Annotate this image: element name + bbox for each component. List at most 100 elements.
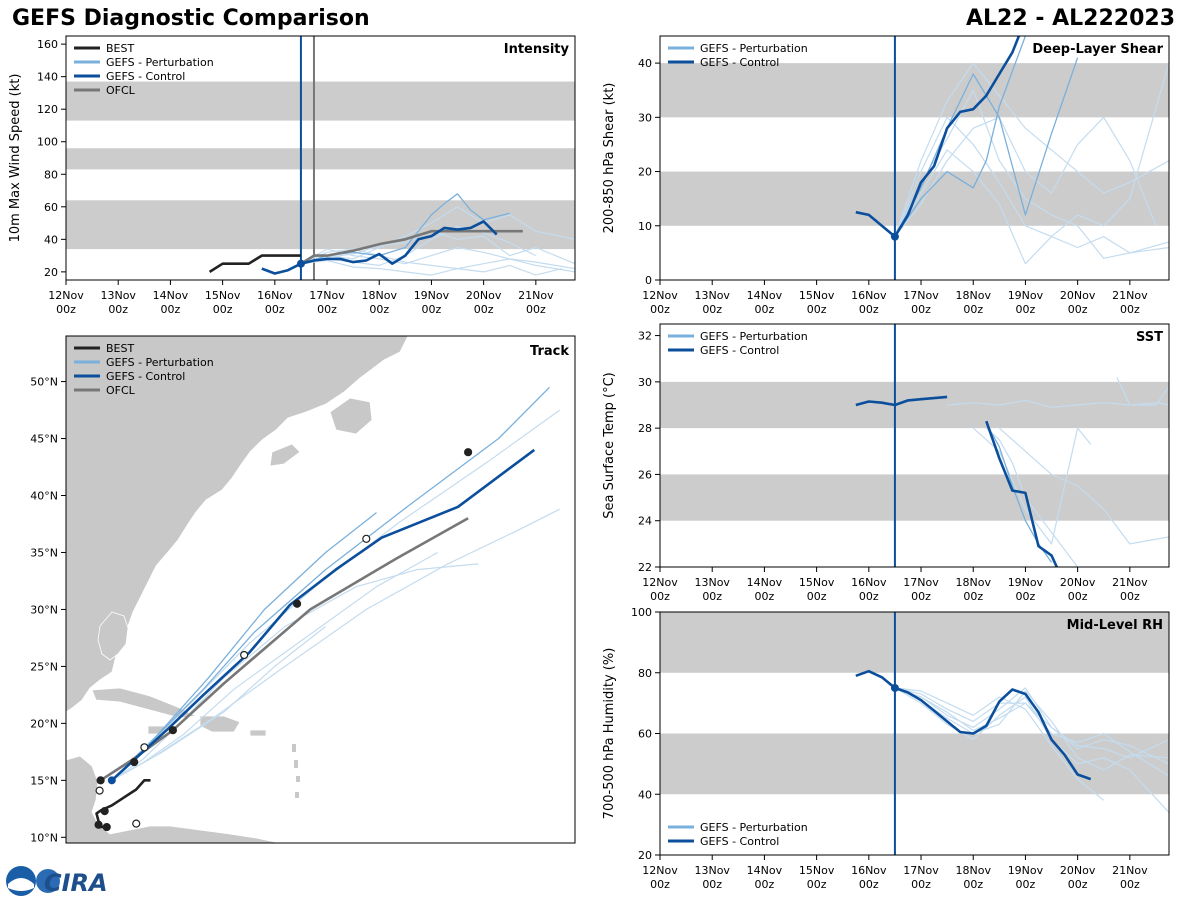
legend-label-pert: GEFS - Perturbation bbox=[700, 330, 808, 343]
x-tick-label: 13Nov bbox=[694, 289, 730, 302]
x-tick-label: 00z bbox=[1068, 303, 1088, 316]
track-line-pert_light bbox=[111, 626, 326, 781]
plot-frame bbox=[65, 35, 576, 281]
x-tick-label: 00z bbox=[161, 303, 181, 316]
x-tick-label: 00z bbox=[963, 878, 983, 891]
y-tick-label: 15°N bbox=[30, 774, 58, 787]
sst-panel: 22242628303212Nov00z13Nov00z14Nov00z15No… bbox=[602, 323, 1170, 603]
x-tick-label: 00z bbox=[859, 590, 879, 603]
shear-panel: 01020304012Nov00z13Nov00z14Nov00z15Nov00… bbox=[602, 35, 1170, 316]
x-tick-label: 00z bbox=[1120, 878, 1140, 891]
track-point bbox=[95, 786, 104, 795]
x-tick-label: 00z bbox=[807, 303, 827, 316]
track-point bbox=[168, 726, 177, 735]
plot-frame bbox=[659, 35, 1170, 281]
x-tick-label: 17Nov bbox=[903, 289, 939, 302]
x-tick-label: 00z bbox=[911, 303, 931, 316]
legend-label-ofcl: OFCL bbox=[106, 84, 136, 97]
x-tick-label: 00z bbox=[911, 878, 931, 891]
y-tick-label: 20 bbox=[44, 266, 58, 279]
series-line-pert_light bbox=[300, 206, 575, 265]
track-point bbox=[132, 819, 141, 828]
panel-title: SST bbox=[1136, 330, 1163, 345]
legend-label-control: GEFS - Control bbox=[106, 70, 185, 83]
track-point bbox=[464, 448, 473, 457]
series-line-pert_light bbox=[894, 116, 1157, 237]
y-axis-label: 200-850 hPa Shear (kt) bbox=[602, 83, 617, 234]
track-axis: 10°N 15°N 20°N 25°N 30°N 35°N 40°N 45°N 50°N Trac… bbox=[30, 342, 569, 844]
x-tick-label: 20Nov bbox=[466, 289, 502, 302]
series-line-pert_light bbox=[998, 427, 1169, 545]
x-tick-label: 00z bbox=[1068, 590, 1088, 603]
x-tick-label: 19Nov bbox=[1008, 864, 1044, 877]
series-line-pert_light bbox=[894, 62, 1169, 265]
x-tick-label: 00z bbox=[1068, 878, 1088, 891]
plot-content bbox=[660, 36, 1169, 280]
x-tick-label: 18Nov bbox=[361, 289, 397, 302]
legend-label-control: GEFS - Control bbox=[700, 344, 779, 357]
track-point bbox=[140, 743, 149, 752]
y-tick-label: 26 bbox=[638, 468, 652, 481]
y-tick-label: 40°N bbox=[30, 490, 58, 503]
legend-label-control: GEFS - Control bbox=[700, 56, 779, 69]
threshold-band bbox=[660, 63, 1169, 118]
x-tick-label: 17Nov bbox=[903, 576, 939, 589]
x-tick-label: 00z bbox=[702, 878, 722, 891]
rh-panel: 2040608010012Nov00z13Nov00z14Nov00z15Nov… bbox=[602, 606, 1170, 891]
y-tick-label: 120 bbox=[37, 103, 58, 116]
x-tick-label: 00z bbox=[1016, 878, 1036, 891]
series-line-best bbox=[208, 254, 301, 273]
y-tick-label: 80 bbox=[44, 168, 58, 181]
series-point bbox=[296, 259, 305, 268]
x-tick-label: 00z bbox=[911, 590, 931, 603]
x-tick-label: 00z bbox=[265, 303, 285, 316]
x-tick-label: 13Nov bbox=[100, 289, 136, 302]
series-line-pert bbox=[894, 36, 1027, 237]
y-tick-label: 30 bbox=[638, 111, 652, 124]
storm-id: AL22 - AL222023 bbox=[966, 6, 1175, 31]
x-tick-label: 00z bbox=[422, 303, 442, 316]
series-line-pert_light bbox=[300, 248, 575, 273]
series-line-pert_light bbox=[894, 687, 1169, 813]
y-tick-label: 60 bbox=[44, 201, 58, 214]
y-tick-label: 140 bbox=[37, 71, 58, 84]
y-tick-label: 60 bbox=[638, 728, 652, 741]
x-tick-label: 00z bbox=[1016, 590, 1036, 603]
series-line-pert_light bbox=[894, 687, 1169, 765]
y-axis-label: Sea Surface Temp (°C) bbox=[602, 372, 617, 519]
x-tick-label: 00z bbox=[963, 590, 983, 603]
panel-title: Intensity bbox=[504, 42, 570, 57]
puerto-rico-land bbox=[249, 729, 267, 737]
legend-label-control: GEFS - Control bbox=[700, 835, 779, 848]
track-line-pert bbox=[111, 512, 377, 781]
y-tick-label: 28 bbox=[638, 422, 652, 435]
panel-title: Track bbox=[530, 344, 569, 359]
x-tick-label: 00z bbox=[369, 303, 389, 316]
x-tick-label: 00z bbox=[650, 303, 670, 316]
x-tick-label: 00z bbox=[108, 303, 128, 316]
x-tick-label: 00z bbox=[859, 878, 879, 891]
x-tick-label: 00z bbox=[650, 878, 670, 891]
x-tick-label: 13Nov bbox=[694, 576, 730, 589]
x-tick-label: 15Nov bbox=[799, 289, 835, 302]
y-tick-label: 40 bbox=[44, 233, 58, 246]
x-tick-label: 14Nov bbox=[153, 289, 189, 302]
x-tick-label: 00z bbox=[807, 878, 827, 891]
x-tick-label: 00z bbox=[755, 303, 775, 316]
newfoundland-land bbox=[329, 397, 373, 435]
series-line-control bbox=[855, 36, 1021, 238]
y-tick-label: 100 bbox=[631, 606, 652, 619]
threshold-band bbox=[66, 148, 575, 170]
track-point bbox=[130, 758, 139, 767]
track-point bbox=[107, 776, 116, 785]
x-tick-label: 19Nov bbox=[414, 289, 450, 302]
x-tick-label: 00z bbox=[963, 303, 983, 316]
x-tick-label: 12Nov bbox=[642, 289, 678, 302]
x-tick-label: 12Nov bbox=[642, 576, 678, 589]
series-line-pert_light bbox=[894, 687, 1169, 759]
x-tick-label: 16Nov bbox=[851, 289, 887, 302]
x-tick-label: 20Nov bbox=[1060, 864, 1096, 877]
track-line-pert_light bbox=[111, 508, 560, 781]
cira-emblem-icon bbox=[36, 869, 60, 893]
x-tick-label: 21Nov bbox=[518, 289, 554, 302]
